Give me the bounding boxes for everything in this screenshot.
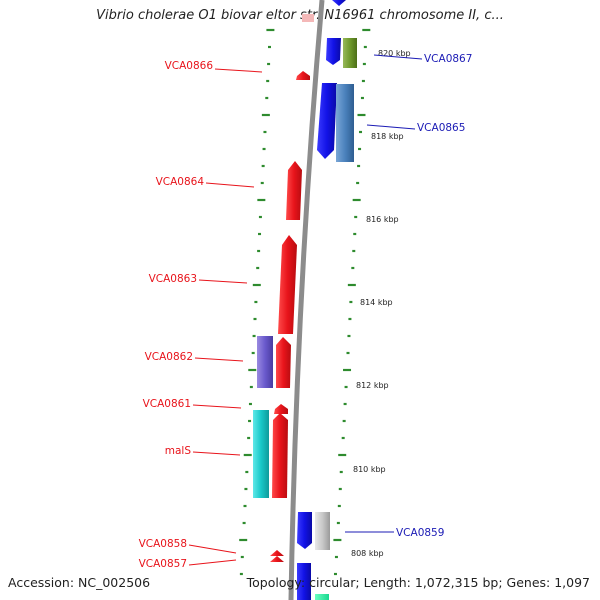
gene-arrow-vca0867 (326, 38, 341, 65)
scale-label-810: 810 kbp (353, 465, 386, 474)
chromosome-backbone (288, 0, 325, 600)
gene-arrow-mals (272, 413, 288, 498)
gene-arrow-vca0862 (276, 337, 291, 388)
reverse-gene-labels: VCA0866 VCA0864 VCA0863 VCA0862 VCA0861 … (139, 60, 263, 570)
gene-arrow-vca0857 (270, 556, 284, 562)
mint-feature-block-bottom (315, 594, 329, 600)
gene-arrow-vca0859 (297, 512, 312, 549)
gene-label-vca0858[interactable]: VCA0858 (139, 538, 187, 550)
gene-arrow-vca0866 (296, 71, 310, 80)
accession-text: Accession: NC_002506 (8, 575, 151, 590)
inner-tick-row (239, 28, 275, 576)
gene-label-vca0866[interactable]: VCA0866 (165, 60, 214, 72)
scale-label-808: 808 kbp (351, 549, 384, 558)
olive-feature-block (343, 38, 357, 68)
gray-feature-block (315, 512, 330, 550)
scale-label-814: 814 kbp (360, 298, 393, 307)
gene-label-vca0861[interactable]: VCA0861 (143, 398, 191, 410)
gene-label-mals[interactable]: malS (165, 445, 192, 457)
gene-arrow-vca0864 (286, 161, 302, 220)
steel-feature-block (336, 84, 354, 162)
gene-label-vca0863[interactable]: VCA0863 (149, 273, 197, 285)
blue-feature-arrow (332, 0, 346, 6)
cyan-feature-block (253, 410, 269, 498)
gene-label-vca0865[interactable]: VCA0865 (417, 122, 465, 134)
gene-arrow-vca0858 (270, 550, 284, 556)
gene-arrow-vca0861 (274, 404, 288, 414)
gene-arrow-vca0865 (317, 83, 337, 159)
outer-tick-row (333, 28, 371, 576)
scale-label-820: 820 kbp (378, 49, 411, 58)
gene-label-vca0867[interactable]: VCA0867 (424, 53, 472, 65)
gene-label-vca0859[interactable]: VCA0859 (396, 527, 444, 539)
map-stats-text: Topology: circular; Length: 1,072,315 bp… (246, 575, 590, 590)
forward-gene-labels: VCA0867 VCA0865 VCA0859 (345, 53, 472, 539)
feature-blocks (253, 0, 357, 600)
scale-label-816: 816 kbp (366, 215, 399, 224)
gene-label-vca0862[interactable]: VCA0862 (145, 351, 193, 363)
blue-feature-block-bottom (297, 563, 311, 600)
gene-arrow-vca0863 (278, 235, 297, 334)
feature-stub-top (302, 14, 314, 22)
purple-feature-block (257, 336, 273, 388)
gene-label-vca0857[interactable]: VCA0857 (139, 558, 187, 570)
scale-label-812: 812 kbp (356, 381, 389, 390)
gene-label-vca0864[interactable]: VCA0864 (156, 176, 205, 188)
map-title: Vibrio cholerae O1 biovar eltor str. N16… (96, 8, 504, 23)
scale-label-818: 818 kbp (371, 132, 404, 141)
